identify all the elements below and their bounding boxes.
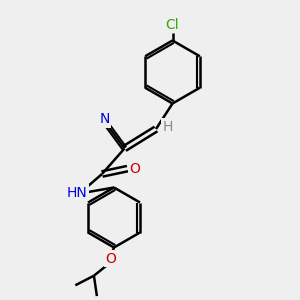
Text: N: N [99,112,110,126]
Text: H: H [162,120,172,134]
Text: O: O [130,162,140,176]
Text: HN: HN [67,186,88,200]
Text: Cl: Cl [166,18,179,32]
Text: O: O [105,252,116,266]
